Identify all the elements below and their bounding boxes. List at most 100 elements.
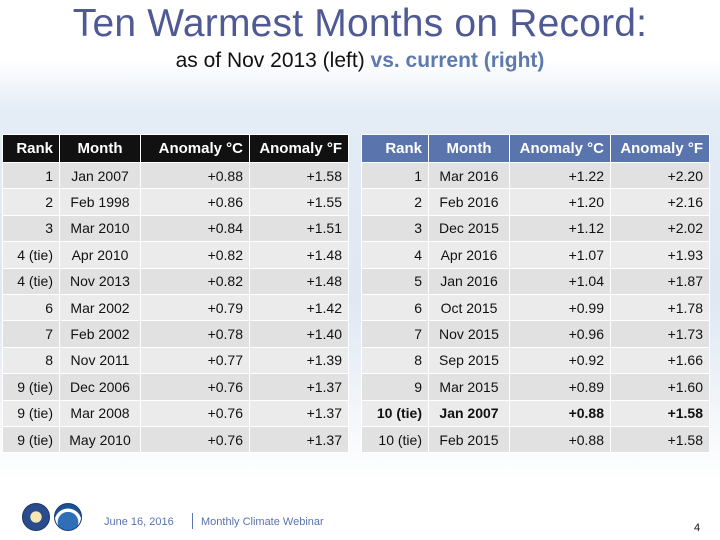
cell-anomaly-f: +1.58 (610, 399, 710, 427)
cell-anomaly-f: +2.20 (610, 161, 710, 190)
cell-anomaly-f: +2.16 (610, 188, 710, 216)
footer-divider (192, 513, 193, 529)
cell-rank: 9 (361, 373, 429, 401)
cell-rank: 4 (tie) (2, 267, 60, 295)
cell-rank: 6 (361, 293, 429, 322)
page-number: 4 (694, 522, 701, 534)
cell-anomaly-f: +1.48 (249, 241, 349, 269)
cell-month: Jan 2007 (428, 399, 510, 427)
table-row: 3 Mar 2010 +0.84 +1.51 (2, 214, 349, 243)
table-as-of-nov-2013: Rank Month Anomaly °C Anomaly °F 1 Jan 20… (2, 134, 349, 454)
cell-anomaly-f: +1.40 (249, 320, 349, 348)
cell-anomaly-f: +1.55 (249, 188, 349, 216)
cell-anomaly-c: +0.78 (140, 320, 250, 348)
cell-anomaly-c: +0.76 (140, 373, 250, 401)
subtitle-accent: vs. current (right) (370, 49, 545, 72)
cell-anomaly-c: +1.04 (509, 267, 611, 295)
cell-anomaly-c: +1.12 (509, 214, 611, 243)
cell-anomaly-f: +2.02 (610, 214, 710, 243)
cell-anomaly-c: +1.20 (509, 188, 611, 216)
cell-rank: 5 (361, 267, 429, 295)
cell-month: Dec 2006 (59, 373, 141, 401)
table-row: 9 (tie) May 2010 +0.76 +1.37 (2, 425, 349, 454)
table-row: 9 Mar 2015 +0.89 +1.60 (361, 373, 710, 401)
table-row: 6 Oct 2015 +0.99 +1.78 (361, 293, 710, 322)
cell-anomaly-f: +1.51 (249, 214, 349, 243)
table-row: 7 Nov 2015 +0.96 +1.73 (361, 320, 710, 348)
cell-rank: 1 (361, 161, 429, 190)
cell-rank: 2 (2, 188, 60, 216)
cell-month: Nov 2013 (59, 267, 141, 295)
cell-anomaly-f: +1.37 (249, 425, 349, 454)
cell-anomaly-c: +1.07 (509, 241, 611, 269)
cell-anomaly-f: +1.66 (610, 346, 710, 375)
table-header-row: Rank Month Anomaly °C Anomaly °F (361, 134, 710, 163)
table-row: 10 (tie) Feb 2015 +0.88 +1.58 (361, 425, 710, 454)
cell-rank: 8 (2, 346, 60, 375)
cell-anomaly-c: +0.76 (140, 425, 250, 454)
header-rank: Rank (361, 134, 429, 163)
cell-anomaly-f: +1.58 (249, 161, 349, 190)
cell-rank: 9 (tie) (2, 425, 60, 454)
cell-month: Nov 2015 (428, 320, 510, 348)
cell-rank: 3 (2, 214, 60, 243)
header-anomaly-c: Anomaly °C (509, 134, 611, 163)
cell-month: Mar 2008 (59, 399, 141, 427)
table-row: 3 Dec 2015 +1.12 +2.02 (361, 214, 710, 243)
table-row: 4 (tie) Apr 2010 +0.82 +1.48 (2, 241, 349, 269)
table-row: 9 (tie) Mar 2008 +0.76 +1.37 (2, 399, 349, 427)
cell-anomaly-f: +1.58 (610, 425, 710, 454)
cell-month: Nov 2011 (59, 346, 141, 375)
cell-month: Oct 2015 (428, 293, 510, 322)
cell-month: May 2010 (59, 425, 141, 454)
cell-rank: 1 (2, 161, 60, 190)
cell-anomaly-c: +0.84 (140, 214, 250, 243)
footer-date: June 16, 2016 (104, 516, 174, 528)
cell-anomaly-c: +0.76 (140, 399, 250, 427)
cell-month: Jan 2016 (428, 267, 510, 295)
cell-rank: 2 (361, 188, 429, 216)
cell-anomaly-c: +0.92 (509, 346, 611, 375)
header-rank: Rank (2, 134, 60, 163)
cell-rank: 9 (tie) (2, 399, 60, 427)
cell-anomaly-c: +0.88 (509, 399, 611, 427)
slide-title: Ten Warmest Months on Record: (72, 2, 648, 45)
cell-anomaly-c: +0.88 (509, 425, 611, 454)
cell-anomaly-f: +1.37 (249, 399, 349, 427)
table-row: 1 Jan 2007 +0.88 +1.58 (2, 161, 349, 190)
cell-anomaly-c: +0.89 (509, 373, 611, 401)
cell-rank: 9 (tie) (2, 373, 60, 401)
header-anomaly-f: Anomaly °F (610, 134, 710, 163)
table-row: 2 Feb 1998 +0.86 +1.55 (2, 188, 349, 216)
cell-rank: 10 (tie) (361, 425, 429, 454)
cell-month: Feb 1998 (59, 188, 141, 216)
header-anomaly-c: Anomaly °C (140, 134, 250, 163)
cell-anomaly-f: +1.39 (249, 346, 349, 375)
table-row: 4 (tie) Nov 2013 +0.82 +1.48 (2, 267, 349, 295)
cell-rank: 4 (tie) (2, 241, 60, 269)
cell-month: Mar 2010 (59, 214, 141, 243)
cell-anomaly-c: +0.82 (140, 241, 250, 269)
cell-month: Sep 2015 (428, 346, 510, 375)
table-row: 4 Apr 2016 +1.07 +1.93 (361, 241, 710, 269)
cell-month: Feb 2016 (428, 188, 510, 216)
table-row: 8 Nov 2011 +0.77 +1.39 (2, 346, 349, 375)
cell-anomaly-f: +1.87 (610, 267, 710, 295)
cell-rank: 8 (361, 346, 429, 375)
footer-webinar-title: Monthly Climate Webinar (201, 516, 324, 528)
cell-anomaly-f: +1.60 (610, 373, 710, 401)
cell-month: Apr 2010 (59, 241, 141, 269)
subtitle-main: as of Nov 2013 (left) (175, 49, 371, 72)
cell-month: Dec 2015 (428, 214, 510, 243)
cell-month: Mar 2016 (428, 161, 510, 190)
table-row: 6 Mar 2002 +0.79 +1.42 (2, 293, 349, 322)
cell-anomaly-c: +0.79 (140, 293, 250, 322)
cell-rank: 7 (2, 320, 60, 348)
cell-rank: 6 (2, 293, 60, 322)
table-row: 7 Feb 2002 +0.78 +1.40 (2, 320, 349, 348)
table-row: 9 (tie) Dec 2006 +0.76 +1.37 (2, 373, 349, 401)
header-month: Month (59, 134, 141, 163)
slide-subtitle: as of Nov 2013 (left) vs. current (right… (0, 49, 720, 73)
cell-month: Jan 2007 (59, 161, 141, 190)
cell-month: Apr 2016 (428, 241, 510, 269)
